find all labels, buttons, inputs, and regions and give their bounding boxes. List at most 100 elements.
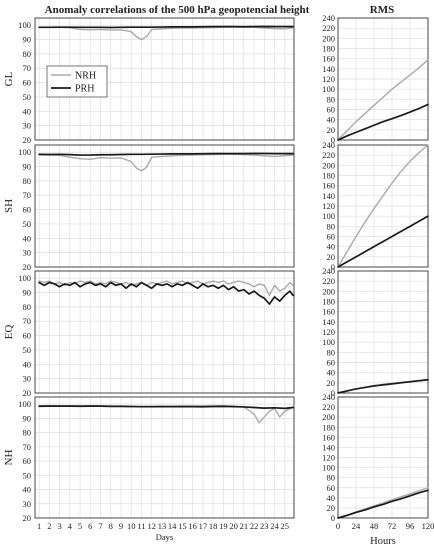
nh-ac-ytick-label: 100 [18,399,31,409]
sh-rms-ytick-label: 100 [322,211,335,221]
gl-rms-ytick-label: 220 [322,23,335,33]
nh-ac-xtick-label: 3 [57,521,61,531]
gl-ac-ytick-label: 50 [23,92,32,102]
eq-ac-frame [34,270,295,394]
nh-ac-ytick-label: 30 [23,499,32,509]
nh-rms-frame [337,396,429,519]
nh-rms-ytick-label: 160 [322,432,335,442]
eq-rms-ytick-label: 160 [322,307,335,317]
eq-ac-ytick-label: 60 [23,331,32,341]
sh-ac-frame [34,144,295,268]
eq-rms-ytick-label: 60 [327,358,336,368]
nh-rms-xtick-label: 120 [422,521,434,531]
nh-ac-xtick-label: 25 [281,521,290,531]
gl-ac-ytick-label: 40 [23,106,32,116]
legend-label-nrh: NRH [75,71,96,82]
nh-ac-xtick-label: 24 [270,521,279,531]
eq-rms-ytick-label: 80 [327,347,336,357]
eq-rms-ytick-label: 180 [322,297,335,307]
gl-ac-series-nrh [38,26,294,41]
nh-rms-ytick-label: 20 [327,503,336,513]
sh-ac-series-prh [38,152,294,156]
nh-rms-ytick-label: 80 [327,473,336,483]
sh-rms-ytick-label: 180 [322,171,335,181]
nh-ac-xtick-label: 10 [127,521,136,531]
sh-rms-ytick-label: 220 [322,150,335,160]
eq-rms-frame [337,270,429,394]
nh-rms-ytick-label: 120 [322,453,335,463]
eq-ac-series-prh [38,281,294,305]
sh-rms-ytick-label: 0 [331,262,335,272]
sh-rms-ytick-label: 40 [327,242,336,252]
gl-ac-ytick-label: 60 [23,78,32,88]
nh-ac-ytick-label: 20 [23,513,32,523]
nh-ac-xtick-label: 8 [109,521,113,531]
nh-rms-ytick-label: 220 [322,402,335,412]
gl-ac-ytick-label: 70 [23,63,32,73]
eq-ac-ytick-label: 50 [23,345,32,355]
gl-ac-ytick-label: 30 [23,121,32,131]
row-label-sh: SH [3,199,15,213]
nh-ac-ytick-label: 40 [23,485,32,495]
nh-ac-xlabel: Days [156,532,173,542]
nh-ac-xtick-label: 12 [147,521,156,531]
sh-rms-ytick-label: 240 [322,140,335,150]
nh-ac-xtick-label: 16 [188,521,197,531]
nh-rms-xtick-label: 24 [352,521,361,531]
eq-rms-ytick-label: 120 [322,327,335,337]
nh-ac-xtick-label: 14 [168,521,177,531]
nh-ac-xtick-label: 2 [47,521,51,531]
gl-rms-ytick-label: 200 [322,33,335,43]
sh-ac-ytick-label: 90 [23,162,32,172]
eq-rms-ytick-label: 0 [331,388,335,398]
gl-rms-ytick-label: 20 [327,125,336,135]
sh-ac-ytick-label: 40 [23,233,32,243]
eq-ac-ytick-label: 80 [23,302,32,312]
legend-label-prh: PRH [75,84,94,95]
sh-rms-ytick-label: 60 [327,232,336,242]
eq-ac-ytick-label: 30 [23,374,32,384]
nh-rms-ytick-label: 0 [331,513,335,523]
gl-rms-ytick-label: 120 [322,74,335,84]
sh-ac-ytick-label: 70 [23,190,32,200]
nh-ac-frame [34,396,295,519]
nh-ac-xtick-label: 9 [119,521,123,531]
eq-rms-ytick-label: 200 [322,286,335,296]
legend-box [46,65,108,98]
sh-ac-ytick-label: 30 [23,248,32,258]
eq-rms-ytick-label: 240 [322,266,335,276]
nh-rms-series-prh [337,489,429,519]
nh-rms-ytick-label: 40 [327,493,336,503]
nh-rms-xtick-label: 96 [406,521,415,531]
nh-rms-ytick-label: 240 [322,392,335,402]
gl-rms-ytick-label: 180 [322,44,335,54]
nh-rms-xtick-label: 48 [370,521,379,531]
sh-rms-ytick-label: 200 [322,160,335,170]
nh-rms-ytick-label: 180 [322,422,335,432]
row-label-nh: NH [3,450,15,466]
sh-ac-ytick-label: 100 [18,147,31,157]
nh-ac-xtick-label: 20 [229,521,238,531]
sh-rms-ytick-label: 80 [327,221,336,231]
sh-rms-frame [337,144,429,268]
nh-ac-xtick-label: 5 [78,521,82,531]
eq-rms-ytick-label: 140 [322,317,335,327]
sh-rms-ytick-label: 160 [322,181,335,191]
nh-ac-ytick-label: 80 [23,428,32,438]
row-label-eq: EQ [3,325,15,340]
eq-ac-ytick-label: 20 [23,388,32,398]
eq-rms-ytick-label: 20 [327,378,336,388]
gl-rms-ytick-label: 240 [322,13,335,23]
gl-ac-ytick-label: 90 [23,35,32,45]
eq-ac-ytick-label: 90 [23,288,32,298]
sh-rms-series-nrh [337,144,429,268]
nh-rms-xlabel: Hours [370,536,396,547]
nh-rms-xtick-label: 72 [388,521,397,531]
nh-ac-series-prh [38,405,294,410]
nh-ac-xtick-label: 22 [250,521,259,531]
nh-rms-ytick-label: 100 [322,463,335,473]
eq-rms-ytick-label: 100 [322,337,335,347]
sh-ac-series-nrh [38,153,294,172]
eq-ac-ytick-label: 70 [23,316,32,326]
